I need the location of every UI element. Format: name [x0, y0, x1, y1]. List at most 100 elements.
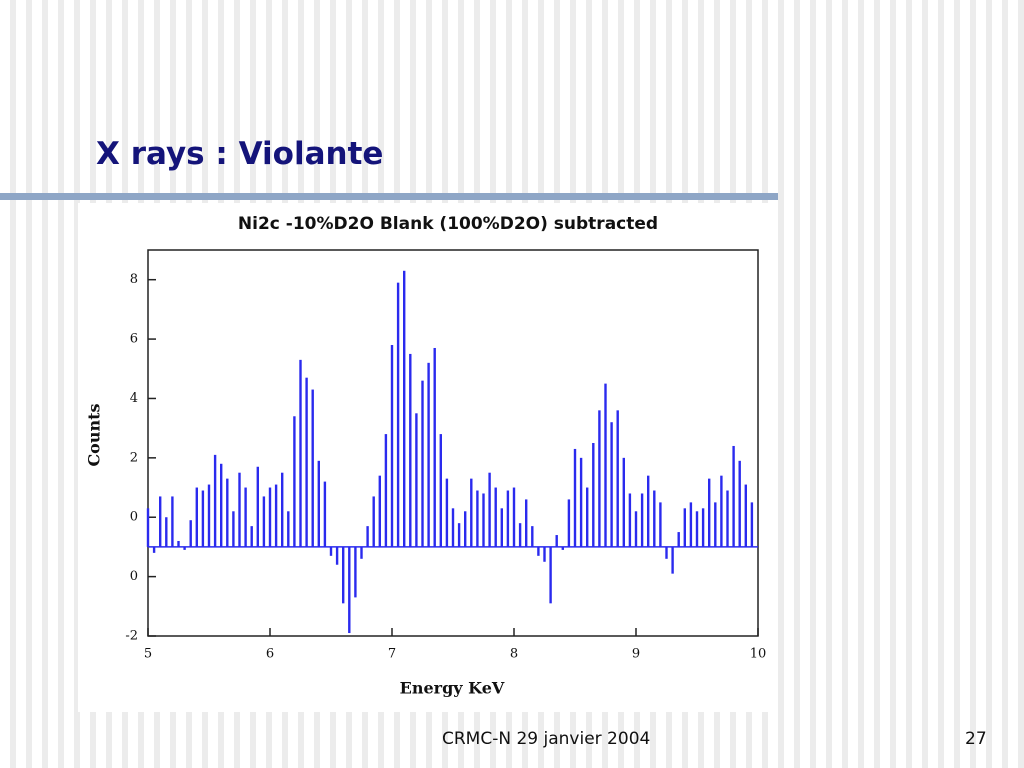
- bar: [610, 422, 613, 547]
- bar: [470, 478, 473, 547]
- bar: [525, 499, 528, 547]
- bar: [677, 532, 680, 547]
- bar: [311, 389, 314, 547]
- bar: [726, 490, 729, 547]
- bar: [445, 478, 449, 547]
- bar: [274, 484, 278, 547]
- bar: [421, 380, 424, 547]
- bar: [714, 502, 717, 547]
- y-tick-label: -2: [125, 629, 138, 644]
- chart-title: Ni2c -10%D2O Blank (100%D2O) subtracted: [238, 214, 658, 234]
- bar: [531, 526, 534, 547]
- bar: [427, 362, 430, 547]
- x-tick-label: 5: [144, 647, 152, 662]
- bar: [220, 463, 223, 547]
- bar: [335, 546, 339, 565]
- bar: [500, 508, 503, 547]
- bar: [598, 410, 601, 547]
- bar: [281, 472, 284, 547]
- bar: [604, 383, 607, 547]
- bar: [207, 484, 211, 547]
- y-tick-label: 2: [130, 450, 138, 465]
- bar: [494, 487, 497, 547]
- bar: [372, 496, 375, 547]
- bar: [409, 353, 412, 547]
- bar: [244, 487, 247, 547]
- bar: [201, 490, 205, 547]
- x-tick-label: 7: [388, 647, 396, 662]
- bar: [366, 526, 369, 547]
- bar: [482, 493, 485, 547]
- bar: [506, 490, 510, 547]
- bar: [689, 502, 693, 547]
- bar: [171, 496, 174, 547]
- bar: [701, 508, 705, 547]
- x-tick-label: 6: [266, 647, 274, 662]
- bar: [476, 490, 479, 547]
- bar: [384, 434, 388, 547]
- bar: [464, 511, 467, 547]
- bar: [305, 377, 308, 547]
- bar: [329, 546, 333, 556]
- title-rule: [0, 193, 778, 200]
- bar: [665, 546, 668, 559]
- bar: [653, 490, 656, 547]
- bar: [549, 546, 552, 604]
- bar: [640, 493, 644, 547]
- bar: [561, 546, 564, 550]
- bar: [262, 496, 266, 547]
- bar: [683, 508, 686, 547]
- bar: [628, 493, 632, 547]
- bar: [390, 345, 394, 547]
- bar: [195, 487, 198, 547]
- bar: [152, 546, 156, 553]
- bar: [189, 520, 192, 547]
- y-tick-label: 6: [130, 332, 138, 347]
- bar: [317, 460, 320, 547]
- bar: [518, 523, 522, 547]
- bar: [293, 416, 296, 547]
- bar: [720, 475, 723, 547]
- bar: [451, 508, 455, 547]
- x-tick-label: 8: [510, 647, 518, 662]
- bar: [256, 466, 259, 547]
- bar: [695, 511, 699, 547]
- bar: [671, 546, 674, 574]
- bar: [232, 511, 235, 547]
- bar: [177, 540, 180, 547]
- chart-background: [78, 203, 775, 712]
- x-tick-label: 10: [750, 647, 767, 662]
- bar: [555, 535, 558, 547]
- bar: [165, 517, 168, 547]
- bar: [287, 511, 290, 547]
- bar: [622, 457, 625, 547]
- y-tick-label: 0: [130, 510, 138, 525]
- bar: [659, 502, 662, 547]
- y-tick-label: 0: [130, 569, 138, 584]
- slide-title: X rays : Violante: [96, 136, 384, 172]
- bar: [750, 502, 754, 547]
- bar: [732, 445, 735, 547]
- bar: [543, 546, 546, 562]
- bar: [537, 546, 540, 556]
- bar: [378, 475, 381, 547]
- bar: [616, 410, 619, 547]
- footer: CRMC-N 29 janvier 2004: [442, 729, 651, 749]
- bar: [323, 481, 327, 547]
- bar: [268, 487, 272, 547]
- y-tick-label: 8: [130, 272, 138, 287]
- bar: [579, 457, 583, 547]
- bar: [213, 454, 217, 547]
- bar: [439, 434, 442, 547]
- bar: [573, 448, 577, 547]
- bar: [360, 546, 363, 559]
- bar: [415, 413, 418, 547]
- bar: [512, 487, 516, 547]
- bar: [348, 546, 351, 634]
- bar: [738, 460, 741, 547]
- bar: [567, 499, 571, 547]
- bar: [586, 487, 589, 547]
- bar: [592, 443, 595, 547]
- bar: [396, 282, 400, 547]
